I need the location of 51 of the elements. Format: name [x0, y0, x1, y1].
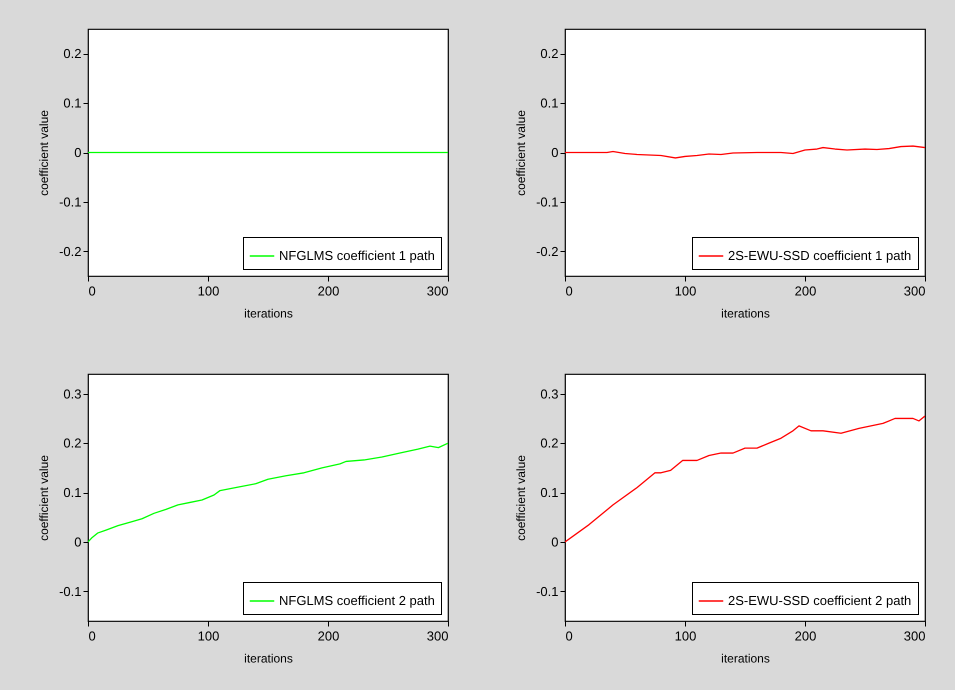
- y-tick-label: 0: [74, 534, 82, 550]
- y-tick-label: -0.2: [59, 244, 82, 259]
- y-tick-label: -0.1: [536, 194, 558, 210]
- y-axis-title: coefficient value: [514, 454, 528, 541]
- x-tick-label: 0: [566, 628, 573, 644]
- x-tick-label: 200: [318, 284, 340, 298]
- y-tick-label: 0.2: [540, 436, 558, 451]
- y-axis-title: coefficient value: [514, 110, 528, 196]
- x-tick-label: 300: [426, 284, 448, 298]
- legend-label: 2S-EWU-SSD coefficient 2 path: [728, 593, 912, 608]
- x-tick-label: 200: [794, 284, 816, 298]
- y-tick-label: 0: [551, 534, 558, 550]
- y-tick-label: 0: [74, 145, 82, 160]
- y-tick-label: 0.1: [63, 485, 82, 500]
- line-series: [565, 145, 925, 159]
- y-tick-label: -0.1: [59, 584, 82, 599]
- x-axis-title: iterations: [244, 306, 293, 320]
- legend-label: NFGLMS coefficient 2 path: [279, 593, 435, 608]
- line-series: [565, 415, 925, 543]
- y-tick-label: 0.2: [63, 46, 82, 62]
- x-axis-title: iterations: [721, 652, 770, 666]
- x-tick-label: 100: [674, 628, 696, 644]
- x-tick-label: 300: [904, 628, 926, 644]
- y-tick-label: 0.1: [540, 485, 558, 500]
- y-tick-label: 0.3: [540, 386, 558, 402]
- x-axis-title: iterations: [244, 652, 293, 666]
- y-tick-label: 0.1: [63, 96, 82, 111]
- x-tick-label: 100: [198, 628, 220, 644]
- x-tick-label: 300: [904, 284, 926, 298]
- x-tick-label: 0: [566, 284, 573, 298]
- y-axis-title: coefficient value: [37, 110, 52, 196]
- y-tick-label: -0.1: [536, 584, 558, 599]
- x-axis-title: iterations: [721, 306, 770, 320]
- y-tick-label: 0.1: [540, 96, 558, 111]
- x-tick-label: 0: [88, 284, 96, 298]
- x-tick-label: 200: [794, 628, 816, 644]
- y-tick-label: -0.2: [536, 244, 558, 259]
- y-tick-label: 0: [551, 145, 558, 160]
- y-tick-label: 0.2: [63, 436, 82, 451]
- x-tick-label: 0: [88, 628, 96, 644]
- y-tick-label: 0.2: [540, 46, 558, 62]
- line-series: [88, 442, 448, 543]
- x-tick-label: 100: [198, 284, 220, 298]
- x-tick-label: 300: [426, 628, 448, 644]
- x-tick-label: 100: [674, 284, 696, 298]
- y-axis-title: coefficient value: [37, 454, 52, 541]
- y-tick-label: 0.3: [63, 386, 82, 402]
- legend-label: NFGLMS coefficient 1 path: [279, 248, 435, 263]
- legend-label: 2S-EWU-SSD coefficient 1 path: [728, 248, 912, 263]
- y-tick-label: -0.1: [59, 194, 82, 210]
- x-tick-label: 200: [318, 628, 340, 644]
